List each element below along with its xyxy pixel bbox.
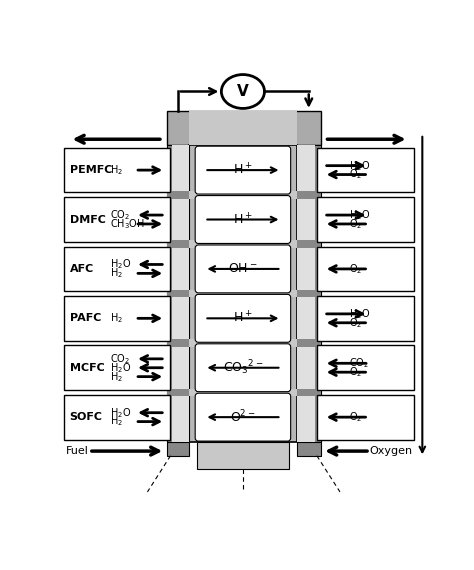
Text: H$_2$O: H$_2$O (349, 307, 370, 321)
Bar (167, 389, 189, 396)
FancyBboxPatch shape (195, 393, 291, 441)
Bar (189, 241, 297, 248)
Bar (167, 241, 189, 248)
Text: H$^+$: H$^+$ (233, 162, 253, 178)
Bar (297, 442, 321, 455)
Bar (297, 241, 321, 248)
Bar (64, 345, 170, 390)
Bar (197, 442, 289, 469)
Text: O$^{2-}$: O$^{2-}$ (230, 409, 256, 425)
FancyBboxPatch shape (195, 245, 291, 293)
FancyBboxPatch shape (195, 146, 291, 194)
Bar (167, 339, 189, 347)
Text: H$_2$O: H$_2$O (110, 361, 132, 374)
Bar (189, 145, 297, 442)
Bar (172, 145, 189, 442)
Bar (297, 290, 321, 298)
Bar (297, 339, 321, 347)
Text: H$_2$O: H$_2$O (349, 208, 370, 222)
Bar (317, 296, 414, 341)
Bar (167, 290, 189, 298)
Bar (167, 191, 189, 199)
Bar (64, 395, 170, 439)
Text: H$_2$O: H$_2$O (349, 159, 370, 173)
Bar (297, 145, 315, 442)
Text: SOFC: SOFC (70, 412, 103, 422)
Text: CO$_2$: CO$_2$ (349, 356, 369, 370)
Text: O$_2$: O$_2$ (349, 262, 363, 276)
Bar (317, 395, 414, 439)
Text: CO$_2$: CO$_2$ (110, 208, 131, 222)
Bar (64, 247, 170, 291)
Bar (317, 247, 414, 291)
Bar (317, 148, 414, 193)
Bar (297, 389, 321, 396)
Text: Fuel: Fuel (66, 446, 89, 456)
Text: DMFC: DMFC (70, 214, 106, 225)
Bar (167, 442, 189, 455)
Text: PAFC: PAFC (70, 314, 101, 323)
Bar (64, 296, 170, 341)
Text: H$_2$: H$_2$ (110, 266, 123, 280)
Bar (167, 145, 189, 442)
Text: O$_2$: O$_2$ (349, 168, 363, 181)
Bar (189, 111, 297, 145)
Bar (189, 191, 297, 199)
Text: CO$_3$$^{2-}$: CO$_3$$^{2-}$ (223, 359, 263, 377)
Text: H$_2$: H$_2$ (110, 163, 123, 177)
Bar (64, 148, 170, 193)
Text: O$_2$: O$_2$ (349, 365, 363, 379)
Bar (317, 197, 414, 242)
Text: OH$^-$: OH$^-$ (228, 262, 258, 275)
Text: H$_2$: H$_2$ (110, 415, 123, 429)
Bar (189, 339, 297, 347)
Text: H$^+$: H$^+$ (233, 311, 253, 326)
Text: O$_2$: O$_2$ (349, 217, 363, 231)
Bar (317, 345, 414, 390)
FancyBboxPatch shape (195, 294, 291, 342)
Text: AFC: AFC (70, 264, 94, 274)
Text: O$_2$: O$_2$ (349, 410, 363, 424)
Bar (297, 191, 321, 199)
Text: O$_2$: O$_2$ (349, 316, 363, 329)
Text: H$_2$O: H$_2$O (110, 258, 132, 271)
Text: CO$_2$: CO$_2$ (110, 352, 131, 366)
FancyBboxPatch shape (195, 344, 291, 392)
Text: PEMFC: PEMFC (70, 165, 112, 175)
Bar (189, 290, 297, 298)
FancyBboxPatch shape (195, 196, 291, 243)
Text: H$_2$: H$_2$ (110, 370, 123, 384)
Bar (189, 389, 297, 396)
Text: H$^+$: H$^+$ (233, 212, 253, 227)
Text: V: V (237, 84, 249, 99)
Text: Oxygen: Oxygen (369, 446, 412, 456)
Text: H$_2$: H$_2$ (110, 311, 123, 325)
Text: CH$_3$OH: CH$_3$OH (110, 217, 146, 231)
Bar (64, 197, 170, 242)
Bar (297, 145, 321, 442)
Text: MCFC: MCFC (70, 363, 104, 373)
Bar (167, 111, 321, 145)
Text: H$_2$O: H$_2$O (110, 406, 132, 420)
